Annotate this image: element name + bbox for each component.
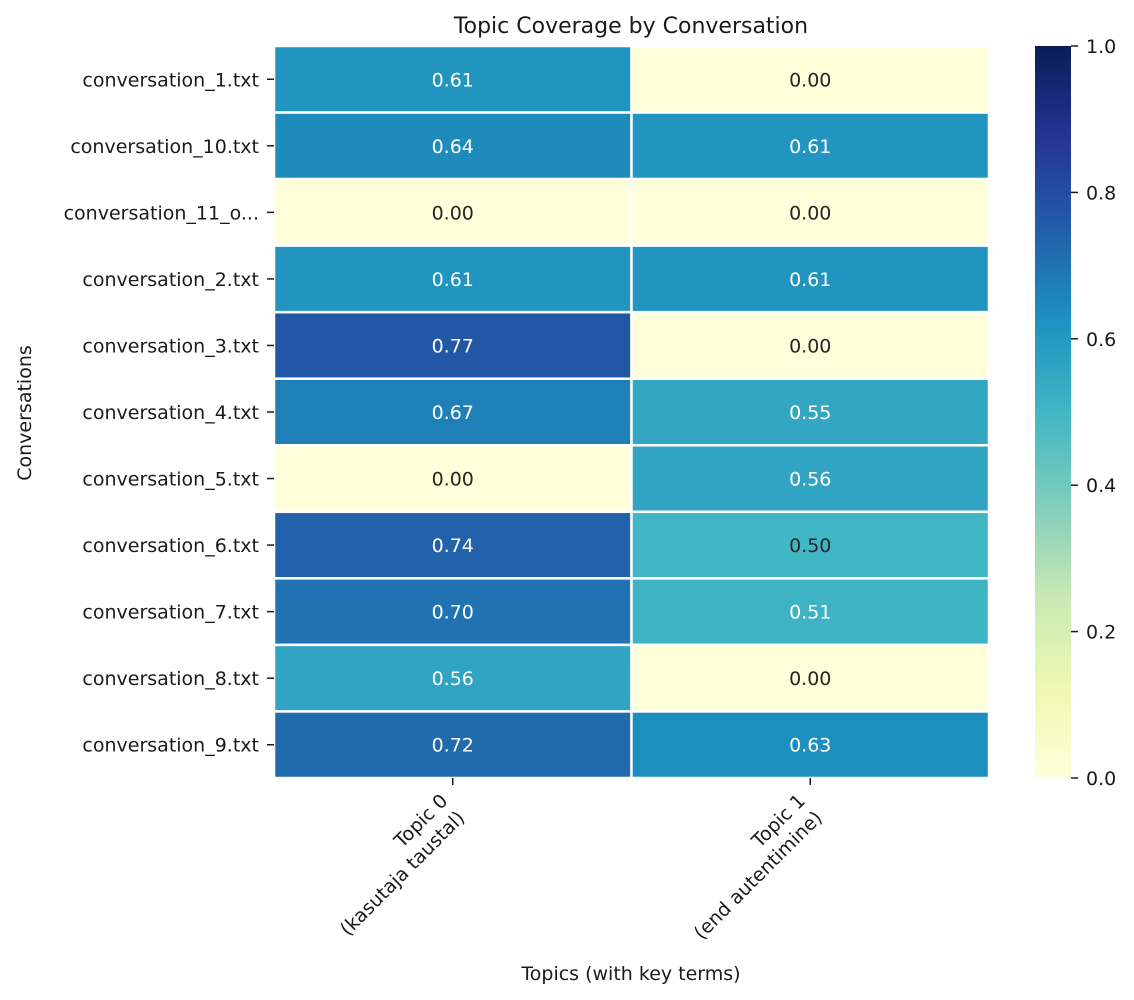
row-label: conversation_3.txt xyxy=(82,335,259,357)
cell-value-label: 0.70 xyxy=(432,602,474,624)
colorbar-ticks: 0.0 0.2 0.4 0.6 0.8 1.0 xyxy=(1071,36,1116,790)
row-label: conversation_7.txt xyxy=(82,602,259,624)
cell-value-label: 0.00 xyxy=(432,202,474,224)
heatmap-cell xyxy=(630,244,991,314)
cell-value-label: 0.00 xyxy=(789,202,831,224)
cell-value-label: 0.61 xyxy=(432,69,474,91)
cell-value-label: 0.63 xyxy=(789,735,831,757)
cell-value-label: 0.55 xyxy=(789,402,831,424)
x-axis-label: Topics (with key terms) xyxy=(520,963,740,985)
colorbar-tick-label: 0.8 xyxy=(1086,182,1116,204)
cell-value-label: 0.00 xyxy=(789,335,831,357)
heatmap-cell xyxy=(630,310,991,380)
cell-value-label: 0.74 xyxy=(432,535,474,557)
cell-value-label: 0.56 xyxy=(432,668,474,690)
y-axis-label: Conversations xyxy=(14,345,36,481)
heatmap-cell xyxy=(630,444,991,514)
column-label: Topic 1(end autentimine) xyxy=(690,790,827,944)
row-label: conversation_1.txt xyxy=(82,69,259,91)
heatmap-cell xyxy=(272,643,633,713)
colorbar-tick-label: 0.6 xyxy=(1086,329,1116,351)
cell-value-label: 0.77 xyxy=(432,335,474,357)
row-labels: conversation_1.txt conversation_10.txtcon… xyxy=(64,69,274,757)
chart-title: Topic Coverage by Conversation xyxy=(453,14,808,39)
cell-value-label: 0.00 xyxy=(789,69,831,91)
heatmap-cell xyxy=(272,710,633,780)
cell-value-label: 0.00 xyxy=(432,469,474,491)
cell-value-label: 0.72 xyxy=(432,735,474,757)
cell-value-label: 0.61 xyxy=(789,269,831,291)
cell-value-label: 0.67 xyxy=(432,402,474,424)
heatmap-cell xyxy=(272,44,633,114)
heatmap-cell xyxy=(630,577,991,647)
colorbar-tick-label: 0.2 xyxy=(1086,622,1116,644)
cell-value-label: 0.56 xyxy=(789,469,831,491)
heatmap-cell xyxy=(630,111,991,181)
colorbar-tick-label: 0.0 xyxy=(1086,768,1116,790)
row-label: conversation_4.txt xyxy=(82,402,259,424)
row-label: conversation_2.txt xyxy=(82,269,259,291)
row-label: conversation_10.txt xyxy=(70,136,259,158)
row-label: conversation_6.txt xyxy=(82,535,259,557)
heatmap-cells: 0.61 0.00 0.64 0.61 0.00 0.00 0.61 0.61 0.77 0.00… xyxy=(272,44,991,780)
heatmap-cell xyxy=(630,377,991,447)
colorbar xyxy=(1035,46,1071,778)
heatmap-cell xyxy=(630,510,991,580)
cell-value-label: 0.51 xyxy=(789,602,831,624)
cell-value-label: 0.61 xyxy=(789,136,831,158)
colorbar-tick-label: 0.4 xyxy=(1086,475,1116,497)
colorbar-tick-label: 1.0 xyxy=(1086,36,1116,58)
row-label: conversation_9.txt xyxy=(82,735,259,757)
row-label: conversation_8.txt xyxy=(82,668,259,690)
cell-value-label: 0.64 xyxy=(432,136,474,158)
row-label: conversation_11_o... xyxy=(64,202,259,224)
column-label: Topic 0(kasutaja taustal) xyxy=(336,790,469,940)
cell-value-label: 0.00 xyxy=(789,668,831,690)
column-labels: Topic 0(kasutaja taustal) Topic 1(end aut… xyxy=(336,778,827,944)
heatmap-cell xyxy=(630,643,991,713)
heatmap-cell xyxy=(630,710,991,780)
heatmap-cell xyxy=(630,44,991,114)
cell-value-label: 0.50 xyxy=(789,535,831,557)
row-label: conversation_5.txt xyxy=(82,469,259,491)
cell-value-label: 0.61 xyxy=(432,269,474,291)
heatmap-cell xyxy=(630,177,991,247)
